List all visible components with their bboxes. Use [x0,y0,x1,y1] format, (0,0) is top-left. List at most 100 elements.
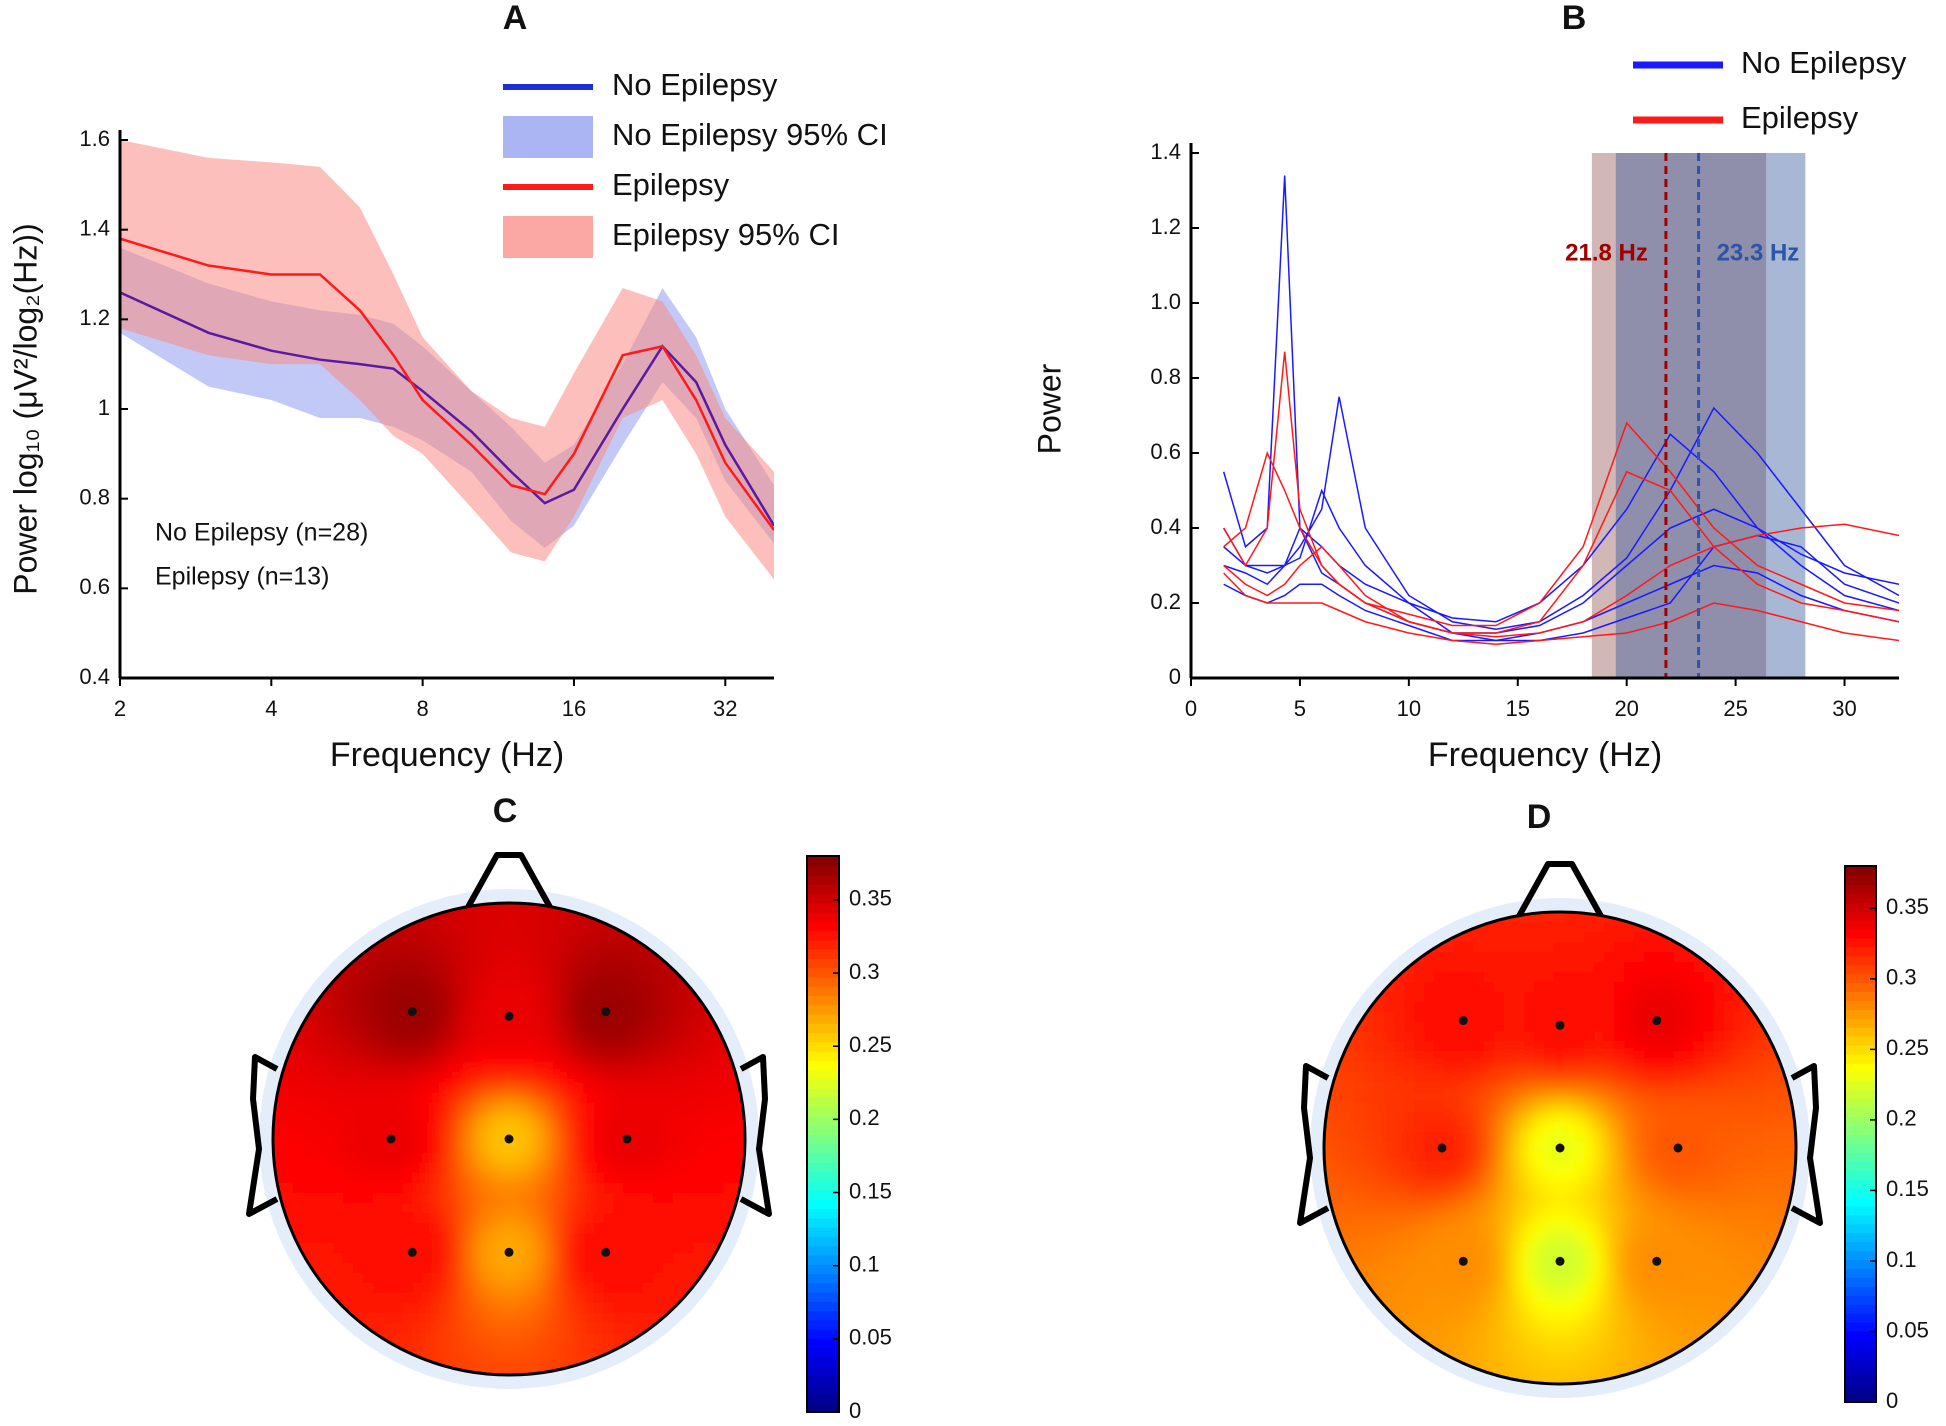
scalp-cell [1694,992,1705,1003]
scalp-cell [303,1163,314,1174]
scalp-cell [363,1353,374,1364]
scalp-cell [1594,1042,1605,1053]
scalp-cell [533,953,544,964]
scalp-cell [1414,982,1425,993]
scalp-cell [493,1323,504,1334]
scalp-cell [313,1193,324,1204]
scalp-cell [1474,1052,1485,1063]
scalp-cell [603,1153,614,1164]
scalp-cell [633,1363,644,1374]
scalp-cell [1444,1112,1455,1123]
scalp-cell [1584,1262,1595,1273]
scalp-cell [303,1123,314,1134]
scalp-cell [1444,1382,1455,1384]
colorbar-cell [1845,1223,1876,1234]
scalp-cell [343,1233,354,1244]
scalp-cell [593,993,604,1004]
scalp-cell [1554,1272,1565,1283]
scalp-cell [1364,962,1375,973]
scalp-cell [1564,1002,1575,1013]
scalp-cell [373,1103,384,1114]
scalp-cell [363,1113,374,1124]
scalp-cell [1604,1122,1615,1133]
scalp-cell [1584,1012,1595,1023]
scalp-cell [1424,1142,1435,1153]
scalp-cell [1574,1272,1585,1283]
scalp-cell [1664,1202,1675,1213]
scalp-cell [1704,1102,1715,1113]
scalp-cell [673,1073,684,1084]
scalp-cell [493,903,504,914]
scalp-cell [533,943,544,954]
scalp-cell [713,1283,724,1294]
scalp-cell [463,1093,474,1104]
scalp-cell [1604,1222,1615,1233]
scalp-cell [723,1093,734,1104]
electrode [1555,1256,1565,1266]
scalp-cell [343,1083,354,1094]
scalp-cell [503,1213,514,1224]
scalp-cell [683,1033,694,1044]
scalp-cell [553,1153,564,1164]
scalp-cell [693,1133,704,1144]
scalp-cell [1584,1042,1595,1053]
scalp-cell [513,1003,524,1014]
scalp-cell [493,1023,504,1034]
scalp-cell [1444,1082,1455,1093]
scalp-cell [463,1023,474,1034]
scalp-cell [493,1083,504,1094]
scalp-cell [573,1113,584,1124]
subject-line [1223,433,1899,623]
scalp-cell [283,983,294,994]
scalp-cell [443,1203,454,1214]
scalp-cell [1624,1392,1635,1403]
scalp-cell [1604,1072,1615,1083]
scalp-cell [733,1003,744,1014]
scalp-cell [363,1103,374,1114]
scalp-cell [583,913,594,924]
scalp-cell [1504,962,1515,973]
scalp-cell [1604,1142,1615,1153]
scalp-cell [1324,1272,1335,1283]
scalp-cell [463,1323,474,1334]
scalp-cell [1364,1092,1375,1103]
scalp-cell [593,1343,604,1354]
scalp-cell [1614,1142,1625,1153]
scalp-cell [1524,962,1535,973]
scalp-cell [523,983,534,994]
scalp-cell [693,1243,704,1254]
colorbar-cell [1845,1151,1876,1162]
scalp-cell [1444,1022,1455,1033]
electrode [601,1007,611,1017]
scalp-cell [583,1353,594,1364]
scalp-cell [503,1143,514,1154]
scalp-cell [1594,1362,1605,1373]
scalp-cell [473,1023,484,1034]
scalp-cell [1404,1172,1415,1183]
scalp-cell [503,913,514,924]
scalp-cell [353,1223,364,1234]
scalp-cell [633,1183,644,1194]
scalp-cell [1564,982,1575,993]
scalp-cell [613,1093,624,1104]
scalp-cell [543,1063,554,1074]
scalp-cell [653,1043,664,1054]
scalp-cell [313,1073,324,1084]
scalp-cell [693,1203,704,1214]
scalp-cell [373,1113,384,1124]
scalp-cell [443,953,454,964]
scalp-cell [713,1033,724,1044]
colorbar-frame [1844,865,1877,1403]
scalp-cell [1654,1252,1665,1263]
scalp-cell [403,1273,414,1284]
scalp-cell [1634,1172,1645,1183]
scalp-cell [423,943,434,954]
scalp-cell [1644,1242,1655,1253]
scalp-cell [323,1233,334,1244]
scalp-cell [1654,1242,1665,1253]
scalp-cell [453,1103,464,1114]
scalp-cell [1774,1122,1785,1133]
scalp-cell [583,943,594,954]
scalp-cell [1774,1212,1785,1223]
scalp-cell [693,1123,704,1134]
